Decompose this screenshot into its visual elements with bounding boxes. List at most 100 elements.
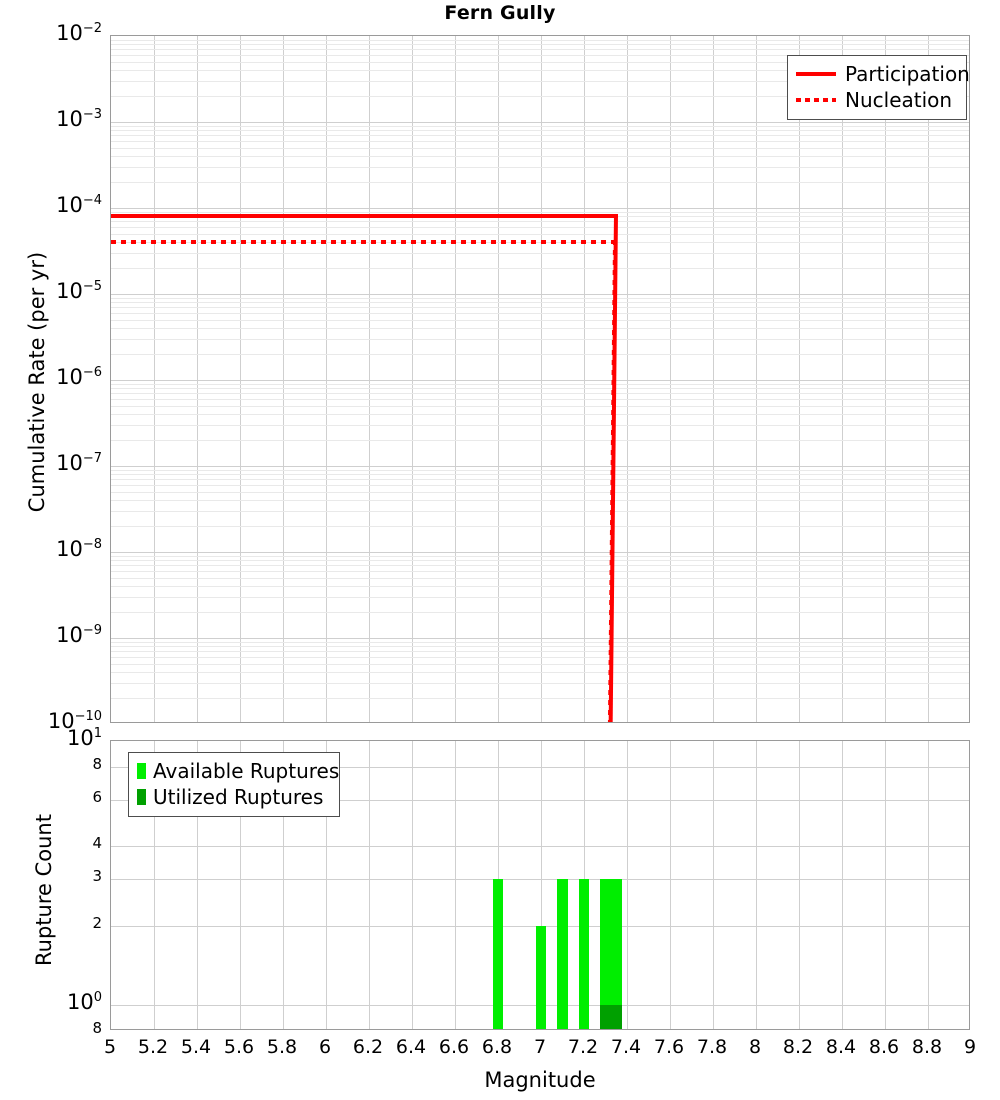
grid-line-minor — [111, 500, 969, 501]
grid-line-vertical — [885, 36, 886, 722]
grid-line-minor — [111, 414, 969, 415]
y-tick-label: 3 — [92, 867, 102, 886]
x-tick-label: 7.4 — [610, 1036, 642, 1058]
grid-line-minor — [111, 425, 969, 426]
grid-line-vertical — [455, 741, 456, 1029]
x-tick-label: 5.8 — [266, 1036, 298, 1058]
legend-label-available-ruptures: Available Ruptures — [153, 759, 340, 783]
utilized-ruptures-swatch-icon — [137, 789, 146, 805]
grid-line-vertical — [455, 36, 456, 722]
grid-line-minor — [111, 55, 969, 56]
x-tick-label: 6.2 — [352, 1036, 384, 1058]
grid-line-horizontal — [111, 800, 969, 801]
grid-line-minor — [111, 96, 969, 97]
grid-line-minor — [111, 328, 969, 329]
grid-line-minor — [111, 698, 969, 699]
grid-line-minor — [111, 526, 969, 527]
grid-line-minor — [111, 62, 969, 63]
grid-line-minor — [111, 586, 969, 587]
available-ruptures-swatch-icon — [137, 763, 146, 779]
grid-line-vertical — [154, 36, 155, 722]
grid-line-vertical — [498, 36, 499, 722]
grid-line-minor — [111, 571, 969, 572]
y-tick-label: 2 — [92, 913, 102, 932]
grid-line-minor — [111, 234, 969, 235]
y-tick-label: 6 — [92, 787, 102, 806]
bar-available-ruptures — [600, 879, 611, 1029]
grid-line-vertical — [584, 36, 585, 722]
grid-line-minor — [111, 167, 969, 168]
legend-item-nucleation[interactable]: Nucleation — [796, 87, 958, 113]
rupture-count-bars — [111, 741, 969, 1029]
grid-line-minor — [111, 354, 969, 355]
grid-line-horizontal — [111, 767, 969, 768]
grid-line-horizontal — [111, 122, 969, 123]
x-tick-label: 7.2 — [567, 1036, 599, 1058]
x-tick-label: 5.4 — [180, 1036, 212, 1058]
grid-line-vertical — [799, 741, 800, 1029]
grid-line-vertical — [283, 36, 284, 722]
grid-line-vertical — [541, 741, 542, 1029]
grid-line-vertical — [197, 741, 198, 1029]
grid-line-minor — [111, 253, 969, 254]
y-tick-label: 10−9 — [56, 623, 102, 647]
x-tick-label: 8.2 — [782, 1036, 814, 1058]
grid-line-minor — [111, 182, 969, 183]
x-tick-label: 8.8 — [911, 1036, 943, 1058]
bar-utilized-ruptures — [600, 1005, 611, 1029]
grid-line-minor — [111, 135, 969, 136]
grid-line-vertical — [197, 36, 198, 722]
x-tick-label: 6.6 — [438, 1036, 470, 1058]
bar-utilized-ruptures — [610, 1005, 622, 1029]
grid-line-vertical — [756, 741, 757, 1029]
legend-item-utilized-ruptures[interactable]: Utilized Ruptures — [137, 784, 331, 810]
y-tick-label: 10−10 — [47, 709, 102, 733]
top-plot-y-axis-title: Cumulative Rate (per yr) — [25, 251, 49, 513]
grid-line-vertical — [713, 741, 714, 1029]
grid-line-minor — [111, 212, 969, 213]
grid-line-minor — [111, 302, 969, 303]
x-tick-label: 7 — [533, 1036, 547, 1058]
y-tick-label: 10−3 — [56, 107, 102, 131]
grid-line-minor — [111, 126, 969, 127]
mfd-legend: Participation Nucleation — [787, 55, 970, 120]
grid-line-minor — [111, 221, 969, 222]
mfd-curves — [111, 36, 969, 722]
grid-line-horizontal — [111, 380, 969, 381]
x-tick-label: 8.6 — [868, 1036, 900, 1058]
y-tick-label: 8 — [92, 1019, 102, 1037]
grid-line-minor — [111, 320, 969, 321]
y-tick-label: 10−5 — [56, 279, 102, 303]
y-tick-label: 10−4 — [56, 193, 102, 217]
legend-item-available-ruptures[interactable]: Available Ruptures — [137, 758, 339, 784]
grid-line-horizontal — [111, 552, 969, 553]
grid-line-horizontal — [111, 294, 969, 295]
grid-line-vertical — [369, 741, 370, 1029]
x-tick-label: 6 — [318, 1036, 332, 1058]
bar-available-ruptures — [535, 925, 547, 1029]
series-dropoff-nucleation — [608, 240, 618, 722]
grid-line-minor — [111, 70, 969, 71]
bottom-plot-y-axis-title: Rupture Count — [32, 814, 56, 966]
series-plateau-participation — [111, 214, 619, 219]
grid-line-minor — [111, 642, 969, 643]
grid-line-minor — [111, 388, 969, 389]
x-tick-label: 5.2 — [137, 1036, 169, 1058]
grid-line-minor — [111, 406, 969, 407]
y-tick-label: 100 — [66, 990, 102, 1015]
grid-line-minor — [111, 156, 969, 157]
grid-line-minor — [111, 479, 969, 480]
grid-line-vertical — [154, 741, 155, 1029]
y-tick-label: 10−2 — [56, 21, 102, 45]
grid-line-vertical — [240, 36, 241, 722]
bar-available-ruptures — [578, 879, 590, 1029]
grid-line-minor — [111, 565, 969, 566]
grid-line-vertical — [627, 36, 628, 722]
x-tick-label: 6.8 — [481, 1036, 513, 1058]
grid-line-minor — [111, 49, 969, 50]
grid-line-minor — [111, 474, 969, 475]
grid-line-minor — [111, 560, 969, 561]
legend-item-participation[interactable]: Participation — [796, 61, 970, 87]
grid-line-minor — [111, 393, 969, 394]
grid-line-minor — [111, 40, 969, 41]
